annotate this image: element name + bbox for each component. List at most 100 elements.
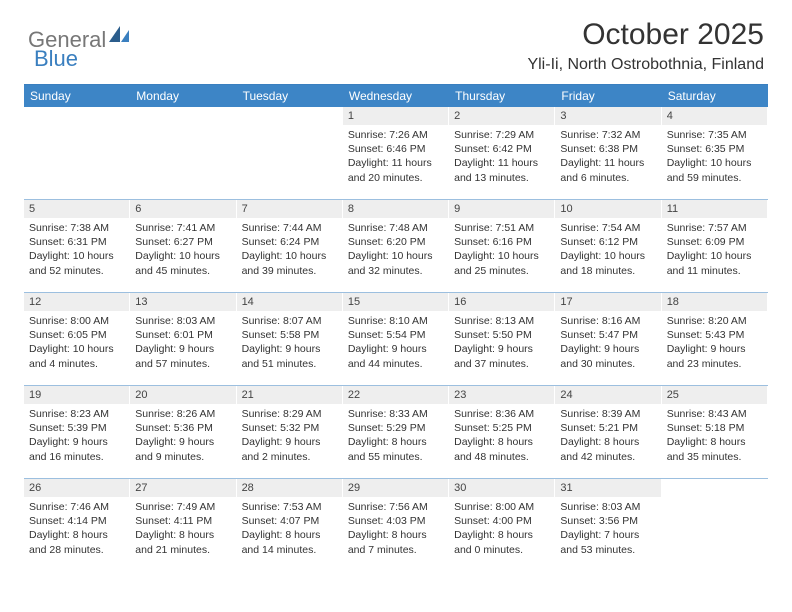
daylight-text-1: Daylight: 9 hours (348, 342, 443, 356)
sunset-text: Sunset: 5:58 PM (242, 328, 337, 342)
day-header-cell: Sunday (24, 85, 130, 107)
daylight-text-2: and 25 minutes. (454, 264, 549, 278)
day-number: 24 (555, 386, 660, 404)
day-content: Sunrise: 7:38 AMSunset: 6:31 PMDaylight:… (24, 218, 129, 281)
sunrise-text: Sunrise: 7:49 AM (135, 500, 230, 514)
daylight-text-2: and 44 minutes. (348, 357, 443, 371)
day-content: Sunrise: 7:48 AMSunset: 6:20 PMDaylight:… (343, 218, 448, 281)
sunset-text: Sunset: 6:01 PM (135, 328, 230, 342)
day-cell (662, 479, 768, 571)
sunset-text: Sunset: 6:24 PM (242, 235, 337, 249)
daylight-text-1: Daylight: 7 hours (560, 528, 655, 542)
day-cell (237, 107, 343, 199)
day-header-row: SundayMondayTuesdayWednesdayThursdayFrid… (24, 85, 768, 107)
day-content: Sunrise: 7:51 AMSunset: 6:16 PMDaylight:… (449, 218, 554, 281)
daylight-text-2: and 2 minutes. (242, 450, 337, 464)
week-row: 5Sunrise: 7:38 AMSunset: 6:31 PMDaylight… (24, 200, 768, 292)
day-content: Sunrise: 7:56 AMSunset: 4:03 PMDaylight:… (343, 497, 448, 560)
daylight-text-1: Daylight: 8 hours (454, 435, 549, 449)
sunrise-text: Sunrise: 8:00 AM (29, 314, 124, 328)
daylight-text-1: Daylight: 9 hours (560, 342, 655, 356)
sunrise-text: Sunrise: 8:16 AM (560, 314, 655, 328)
daylight-text-2: and 14 minutes. (242, 543, 337, 557)
day-number: 10 (555, 200, 660, 218)
sunset-text: Sunset: 4:14 PM (29, 514, 124, 528)
sunrise-text: Sunrise: 8:07 AM (242, 314, 337, 328)
day-number: 26 (24, 479, 129, 497)
week-divider (24, 292, 768, 293)
daylight-text-1: Daylight: 8 hours (560, 435, 655, 449)
day-cell: 29Sunrise: 7:56 AMSunset: 4:03 PMDayligh… (343, 479, 449, 571)
sunrise-text: Sunrise: 8:10 AM (348, 314, 443, 328)
daylight-text-1: Daylight: 10 hours (348, 249, 443, 263)
day-content: Sunrise: 7:26 AMSunset: 6:46 PMDaylight:… (343, 125, 448, 188)
sunset-text: Sunset: 6:31 PM (29, 235, 124, 249)
day-cell: 10Sunrise: 7:54 AMSunset: 6:12 PMDayligh… (555, 200, 661, 292)
sunset-text: Sunset: 5:54 PM (348, 328, 443, 342)
day-cell: 21Sunrise: 8:29 AMSunset: 5:32 PMDayligh… (237, 386, 343, 478)
day-cell: 30Sunrise: 8:00 AMSunset: 4:00 PMDayligh… (449, 479, 555, 571)
daylight-text-2: and 30 minutes. (560, 357, 655, 371)
day-number: 18 (662, 293, 767, 311)
sunset-text: Sunset: 5:47 PM (560, 328, 655, 342)
sunrise-text: Sunrise: 8:03 AM (135, 314, 230, 328)
day-cell: 16Sunrise: 8:13 AMSunset: 5:50 PMDayligh… (449, 293, 555, 385)
daylight-text-2: and 52 minutes. (29, 264, 124, 278)
daylight-text-2: and 48 minutes. (454, 450, 549, 464)
day-number: 23 (449, 386, 554, 404)
daylight-text-2: and 20 minutes. (348, 171, 443, 185)
day-number: 5 (24, 200, 129, 218)
day-content: Sunrise: 8:36 AMSunset: 5:25 PMDaylight:… (449, 404, 554, 467)
day-cell: 26Sunrise: 7:46 AMSunset: 4:14 PMDayligh… (24, 479, 130, 571)
sunset-text: Sunset: 5:39 PM (29, 421, 124, 435)
sunrise-text: Sunrise: 8:33 AM (348, 407, 443, 421)
sunset-text: Sunset: 5:21 PM (560, 421, 655, 435)
day-content: Sunrise: 8:20 AMSunset: 5:43 PMDaylight:… (662, 311, 767, 374)
day-content: Sunrise: 7:46 AMSunset: 4:14 PMDaylight:… (24, 497, 129, 560)
week-divider (24, 199, 768, 200)
day-header-cell: Wednesday (343, 85, 449, 107)
week-row: 19Sunrise: 8:23 AMSunset: 5:39 PMDayligh… (24, 386, 768, 478)
sunrise-text: Sunrise: 8:20 AM (667, 314, 762, 328)
day-content: Sunrise: 7:57 AMSunset: 6:09 PMDaylight:… (662, 218, 767, 281)
sunset-text: Sunset: 6:27 PM (135, 235, 230, 249)
sunrise-text: Sunrise: 8:26 AM (135, 407, 230, 421)
logo-sail-icon (109, 24, 131, 50)
day-content: Sunrise: 8:10 AMSunset: 5:54 PMDaylight:… (343, 311, 448, 374)
sunset-text: Sunset: 5:29 PM (348, 421, 443, 435)
sunrise-text: Sunrise: 8:29 AM (242, 407, 337, 421)
day-content: Sunrise: 7:41 AMSunset: 6:27 PMDaylight:… (130, 218, 235, 281)
week-divider (24, 478, 768, 479)
daylight-text-2: and 53 minutes. (560, 543, 655, 557)
daylight-text-1: Daylight: 9 hours (135, 435, 230, 449)
daylight-text-1: Daylight: 8 hours (667, 435, 762, 449)
day-cell (24, 107, 130, 199)
day-cell: 6Sunrise: 7:41 AMSunset: 6:27 PMDaylight… (130, 200, 236, 292)
day-number: 13 (130, 293, 235, 311)
sunrise-text: Sunrise: 7:29 AM (454, 128, 549, 142)
daylight-text-2: and 28 minutes. (29, 543, 124, 557)
day-number: 12 (24, 293, 129, 311)
day-content: Sunrise: 8:39 AMSunset: 5:21 PMDaylight:… (555, 404, 660, 467)
daylight-text-2: and 6 minutes. (560, 171, 655, 185)
sunset-text: Sunset: 5:36 PM (135, 421, 230, 435)
daylight-text-1: Daylight: 10 hours (242, 249, 337, 263)
sunset-text: Sunset: 4:03 PM (348, 514, 443, 528)
daylight-text-1: Daylight: 9 hours (242, 342, 337, 356)
day-cell: 20Sunrise: 8:26 AMSunset: 5:36 PMDayligh… (130, 386, 236, 478)
day-cell: 7Sunrise: 7:44 AMSunset: 6:24 PMDaylight… (237, 200, 343, 292)
day-number: 19 (24, 386, 129, 404)
day-content: Sunrise: 8:03 AMSunset: 3:56 PMDaylight:… (555, 497, 660, 560)
week-divider (24, 385, 768, 386)
sunrise-text: Sunrise: 7:56 AM (348, 500, 443, 514)
day-header-cell: Thursday (449, 85, 555, 107)
day-cell: 15Sunrise: 8:10 AMSunset: 5:54 PMDayligh… (343, 293, 449, 385)
day-number: 21 (237, 386, 342, 404)
day-cell: 18Sunrise: 8:20 AMSunset: 5:43 PMDayligh… (662, 293, 768, 385)
daylight-text-1: Daylight: 8 hours (135, 528, 230, 542)
day-number: 1 (343, 107, 448, 125)
day-cell: 4Sunrise: 7:35 AMSunset: 6:35 PMDaylight… (662, 107, 768, 199)
sunset-text: Sunset: 5:32 PM (242, 421, 337, 435)
sunrise-text: Sunrise: 8:39 AM (560, 407, 655, 421)
daylight-text-1: Daylight: 10 hours (667, 156, 762, 170)
